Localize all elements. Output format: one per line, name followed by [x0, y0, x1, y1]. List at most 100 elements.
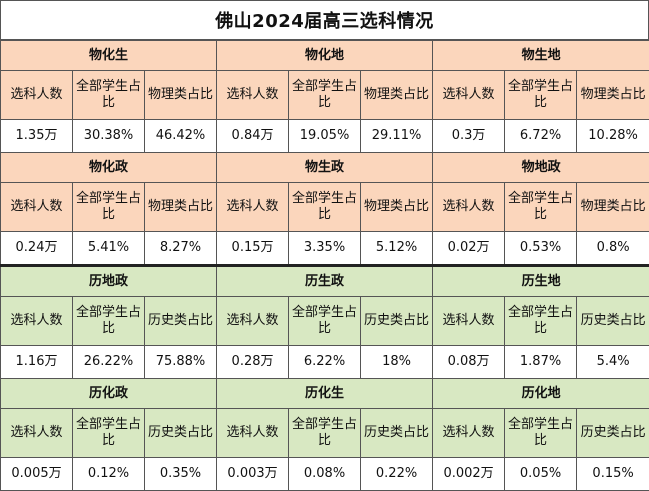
value-cell: 30.38% — [73, 120, 145, 153]
value-cell: 0.05% — [505, 458, 577, 491]
value-cell: 0.3万 — [433, 120, 505, 153]
column-header: 物理类占比 — [577, 183, 649, 232]
value-cell: 0.15% — [577, 458, 649, 491]
column-header: 全部学生占比 — [505, 409, 577, 458]
combo-name: 历化生 — [217, 379, 433, 409]
combo-name: 物生地 — [433, 41, 649, 71]
column-header: 全部学生占比 — [289, 71, 361, 120]
column-header: 全部学生占比 — [289, 409, 361, 458]
value-cell: 75.88% — [145, 346, 217, 379]
column-header: 选科人数 — [1, 297, 73, 346]
column-header: 全部学生占比 — [289, 183, 361, 232]
column-header: 全部学生占比 — [505, 297, 577, 346]
value-cell: 0.002万 — [433, 458, 505, 491]
column-header: 全部学生占比 — [505, 183, 577, 232]
value-cell: 1.35万 — [1, 120, 73, 153]
column-header: 历史类占比 — [577, 297, 649, 346]
combo-name: 历生政 — [217, 266, 433, 297]
value-cell: 3.35% — [289, 232, 361, 266]
group-header-row: 物化生物化地物生地 — [1, 41, 649, 71]
value-cell: 0.005万 — [1, 458, 73, 491]
column-header: 物理类占比 — [145, 183, 217, 232]
combo-name: 物化生 — [1, 41, 217, 71]
value-cell: 10.28% — [577, 120, 649, 153]
column-header: 选科人数 — [217, 71, 289, 120]
column-header: 历史类占比 — [145, 297, 217, 346]
column-header: 历史类占比 — [361, 297, 433, 346]
column-header: 选科人数 — [433, 409, 505, 458]
column-header: 选科人数 — [433, 183, 505, 232]
column-header: 选科人数 — [217, 297, 289, 346]
value-cell: 18% — [361, 346, 433, 379]
group-header-row: 物化政物生政物地政 — [1, 153, 649, 183]
column-header: 物理类占比 — [577, 71, 649, 120]
combo-name: 历化政 — [1, 379, 217, 409]
combo-name: 历地政 — [1, 266, 217, 297]
combo-name: 历化地 — [433, 379, 649, 409]
value-cell: 19.05% — [289, 120, 361, 153]
value-cell: 0.53% — [505, 232, 577, 266]
value-cell: 8.27% — [145, 232, 217, 266]
column-header: 历史类占比 — [577, 409, 649, 458]
column-header: 选科人数 — [433, 297, 505, 346]
group-header-row: 历化政历化生历化地 — [1, 379, 649, 409]
value-cell: 0.08% — [289, 458, 361, 491]
column-header: 选科人数 — [1, 71, 73, 120]
value-cell: 1.87% — [505, 346, 577, 379]
column-header: 全部学生占比 — [73, 297, 145, 346]
value-cell: 0.28万 — [217, 346, 289, 379]
value-cell: 5.12% — [361, 232, 433, 266]
value-cell: 0.08万 — [433, 346, 505, 379]
column-header: 选科人数 — [217, 183, 289, 232]
value-cell: 0.8% — [577, 232, 649, 266]
value-cell: 1.16万 — [1, 346, 73, 379]
value-cell: 6.22% — [289, 346, 361, 379]
value-cell: 0.02万 — [433, 232, 505, 266]
column-header-row: 选科人数全部学生占比物理类占比选科人数全部学生占比物理类占比选科人数全部学生占比… — [1, 71, 649, 120]
column-header: 选科人数 — [217, 409, 289, 458]
value-cell: 0.15万 — [217, 232, 289, 266]
column-header: 物理类占比 — [145, 71, 217, 120]
value-cell: 0.35% — [145, 458, 217, 491]
combo-name: 物化政 — [1, 153, 217, 183]
value-cell: 29.11% — [361, 120, 433, 153]
value-cell: 0.24万 — [1, 232, 73, 266]
combo-name: 物生政 — [217, 153, 433, 183]
combo-name: 物化地 — [217, 41, 433, 71]
value-cell: 0.22% — [361, 458, 433, 491]
group-header-row: 历地政历生政历生地 — [1, 266, 649, 297]
column-header: 物理类占比 — [361, 71, 433, 120]
table-body: 物化生物化地物生地选科人数全部学生占比物理类占比选科人数全部学生占比物理类占比选… — [1, 41, 649, 491]
value-cell: 0.003万 — [217, 458, 289, 491]
column-header: 全部学生占比 — [73, 71, 145, 120]
page-title: 佛山2024届高三选科情况 — [0, 0, 649, 40]
value-cell: 46.42% — [145, 120, 217, 153]
column-header-row: 选科人数全部学生占比物理类占比选科人数全部学生占比物理类占比选科人数全部学生占比… — [1, 183, 649, 232]
column-header: 全部学生占比 — [505, 71, 577, 120]
column-header: 全部学生占比 — [289, 297, 361, 346]
subject-selection-table: 物化生物化地物生地选科人数全部学生占比物理类占比选科人数全部学生占比物理类占比选… — [0, 40, 649, 491]
column-header: 选科人数 — [1, 183, 73, 232]
column-header: 物理类占比 — [361, 183, 433, 232]
value-cell: 0.12% — [73, 458, 145, 491]
column-header: 选科人数 — [1, 409, 73, 458]
combo-name: 历生地 — [433, 266, 649, 297]
column-header: 历史类占比 — [145, 409, 217, 458]
column-header-row: 选科人数全部学生占比历史类占比选科人数全部学生占比历史类占比选科人数全部学生占比… — [1, 409, 649, 458]
column-header: 全部学生占比 — [73, 183, 145, 232]
column-header-row: 选科人数全部学生占比历史类占比选科人数全部学生占比历史类占比选科人数全部学生占比… — [1, 297, 649, 346]
column-header: 历史类占比 — [361, 409, 433, 458]
value-cell: 26.22% — [73, 346, 145, 379]
value-cell: 5.4% — [577, 346, 649, 379]
column-header: 选科人数 — [433, 71, 505, 120]
value-cell: 6.72% — [505, 120, 577, 153]
value-cell: 0.84万 — [217, 120, 289, 153]
column-header: 全部学生占比 — [73, 409, 145, 458]
combo-name: 物地政 — [433, 153, 649, 183]
value-cell: 5.41% — [73, 232, 145, 266]
